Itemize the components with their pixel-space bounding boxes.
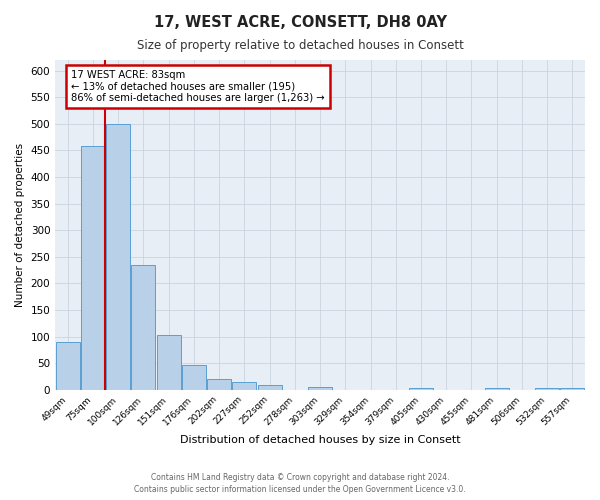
Bar	[182, 366, 206, 390]
Bar	[560, 388, 584, 390]
Text: 17 WEST ACRE: 83sqm
← 13% of detached houses are smaller (195)
86% of semi-detac: 17 WEST ACRE: 83sqm ← 13% of detached ho…	[71, 70, 325, 103]
Bar	[308, 387, 332, 390]
Bar	[207, 379, 231, 390]
Bar	[232, 382, 256, 390]
Bar	[409, 388, 433, 390]
Text: Size of property relative to detached houses in Consett: Size of property relative to detached ho…	[137, 39, 463, 52]
Bar	[485, 388, 509, 390]
Bar	[131, 264, 155, 390]
Bar	[106, 124, 130, 390]
Bar	[81, 146, 105, 390]
Text: Contains HM Land Registry data © Crown copyright and database right 2024.
Contai: Contains HM Land Registry data © Crown c…	[134, 472, 466, 494]
Bar	[157, 335, 181, 390]
X-axis label: Distribution of detached houses by size in Consett: Distribution of detached houses by size …	[180, 435, 460, 445]
Bar	[56, 342, 80, 390]
Y-axis label: Number of detached properties: Number of detached properties	[15, 143, 25, 307]
Bar	[257, 385, 281, 390]
Text: 17, WEST ACRE, CONSETT, DH8 0AY: 17, WEST ACRE, CONSETT, DH8 0AY	[154, 15, 446, 30]
Bar	[535, 388, 559, 390]
